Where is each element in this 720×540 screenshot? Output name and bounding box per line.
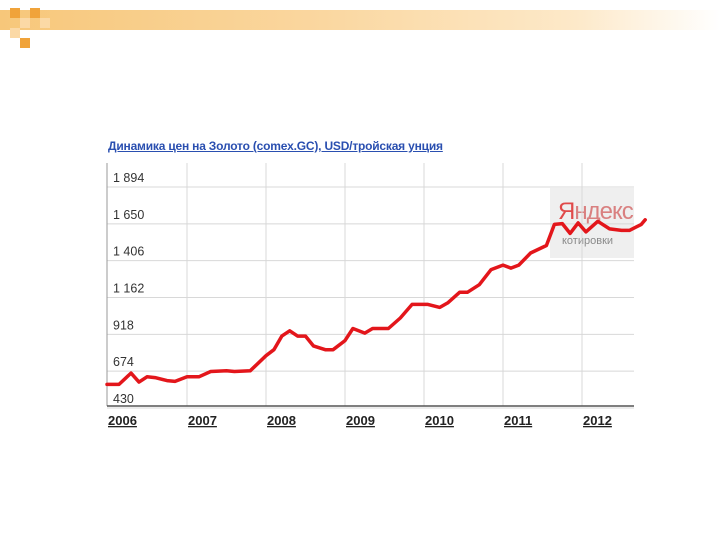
x-tick-label: 2008 [267, 413, 296, 428]
yandex-quotes-label: котировки [562, 235, 614, 247]
x-tick-label: 2009 [346, 413, 375, 428]
chart-title[interactable]: Динамика цен на Золото (comex.GC), USD/т… [108, 139, 443, 153]
y-tick-label: 1 894 [113, 171, 144, 185]
yandex-logo-text: ндекс [574, 198, 633, 225]
x-tick-label: 2010 [425, 413, 454, 428]
y-tick-label: 430 [113, 392, 134, 406]
y-tick-label: 674 [113, 355, 134, 369]
yandex-logo: Яндекс [558, 198, 634, 226]
header-gradient-bar [0, 10, 720, 30]
gold-price-line [105, 218, 647, 387]
x-tick-label: 2012 [583, 413, 612, 428]
x-tick-label: 2006 [108, 413, 137, 428]
x-tick-label: 2007 [188, 413, 217, 428]
yandex-logo-letter: Я [558, 198, 575, 225]
yandex-quotes-watermark: Яндекс котировки [550, 188, 634, 258]
y-tick-label: 918 [113, 318, 134, 332]
y-tick-label: 1 650 [113, 208, 144, 222]
y-tick-label: 1 162 [113, 282, 144, 296]
x-tick-label: 2011 [504, 413, 532, 428]
y-tick-label: 1 406 [113, 245, 144, 259]
corner-squares-ornament [0, 0, 60, 50]
